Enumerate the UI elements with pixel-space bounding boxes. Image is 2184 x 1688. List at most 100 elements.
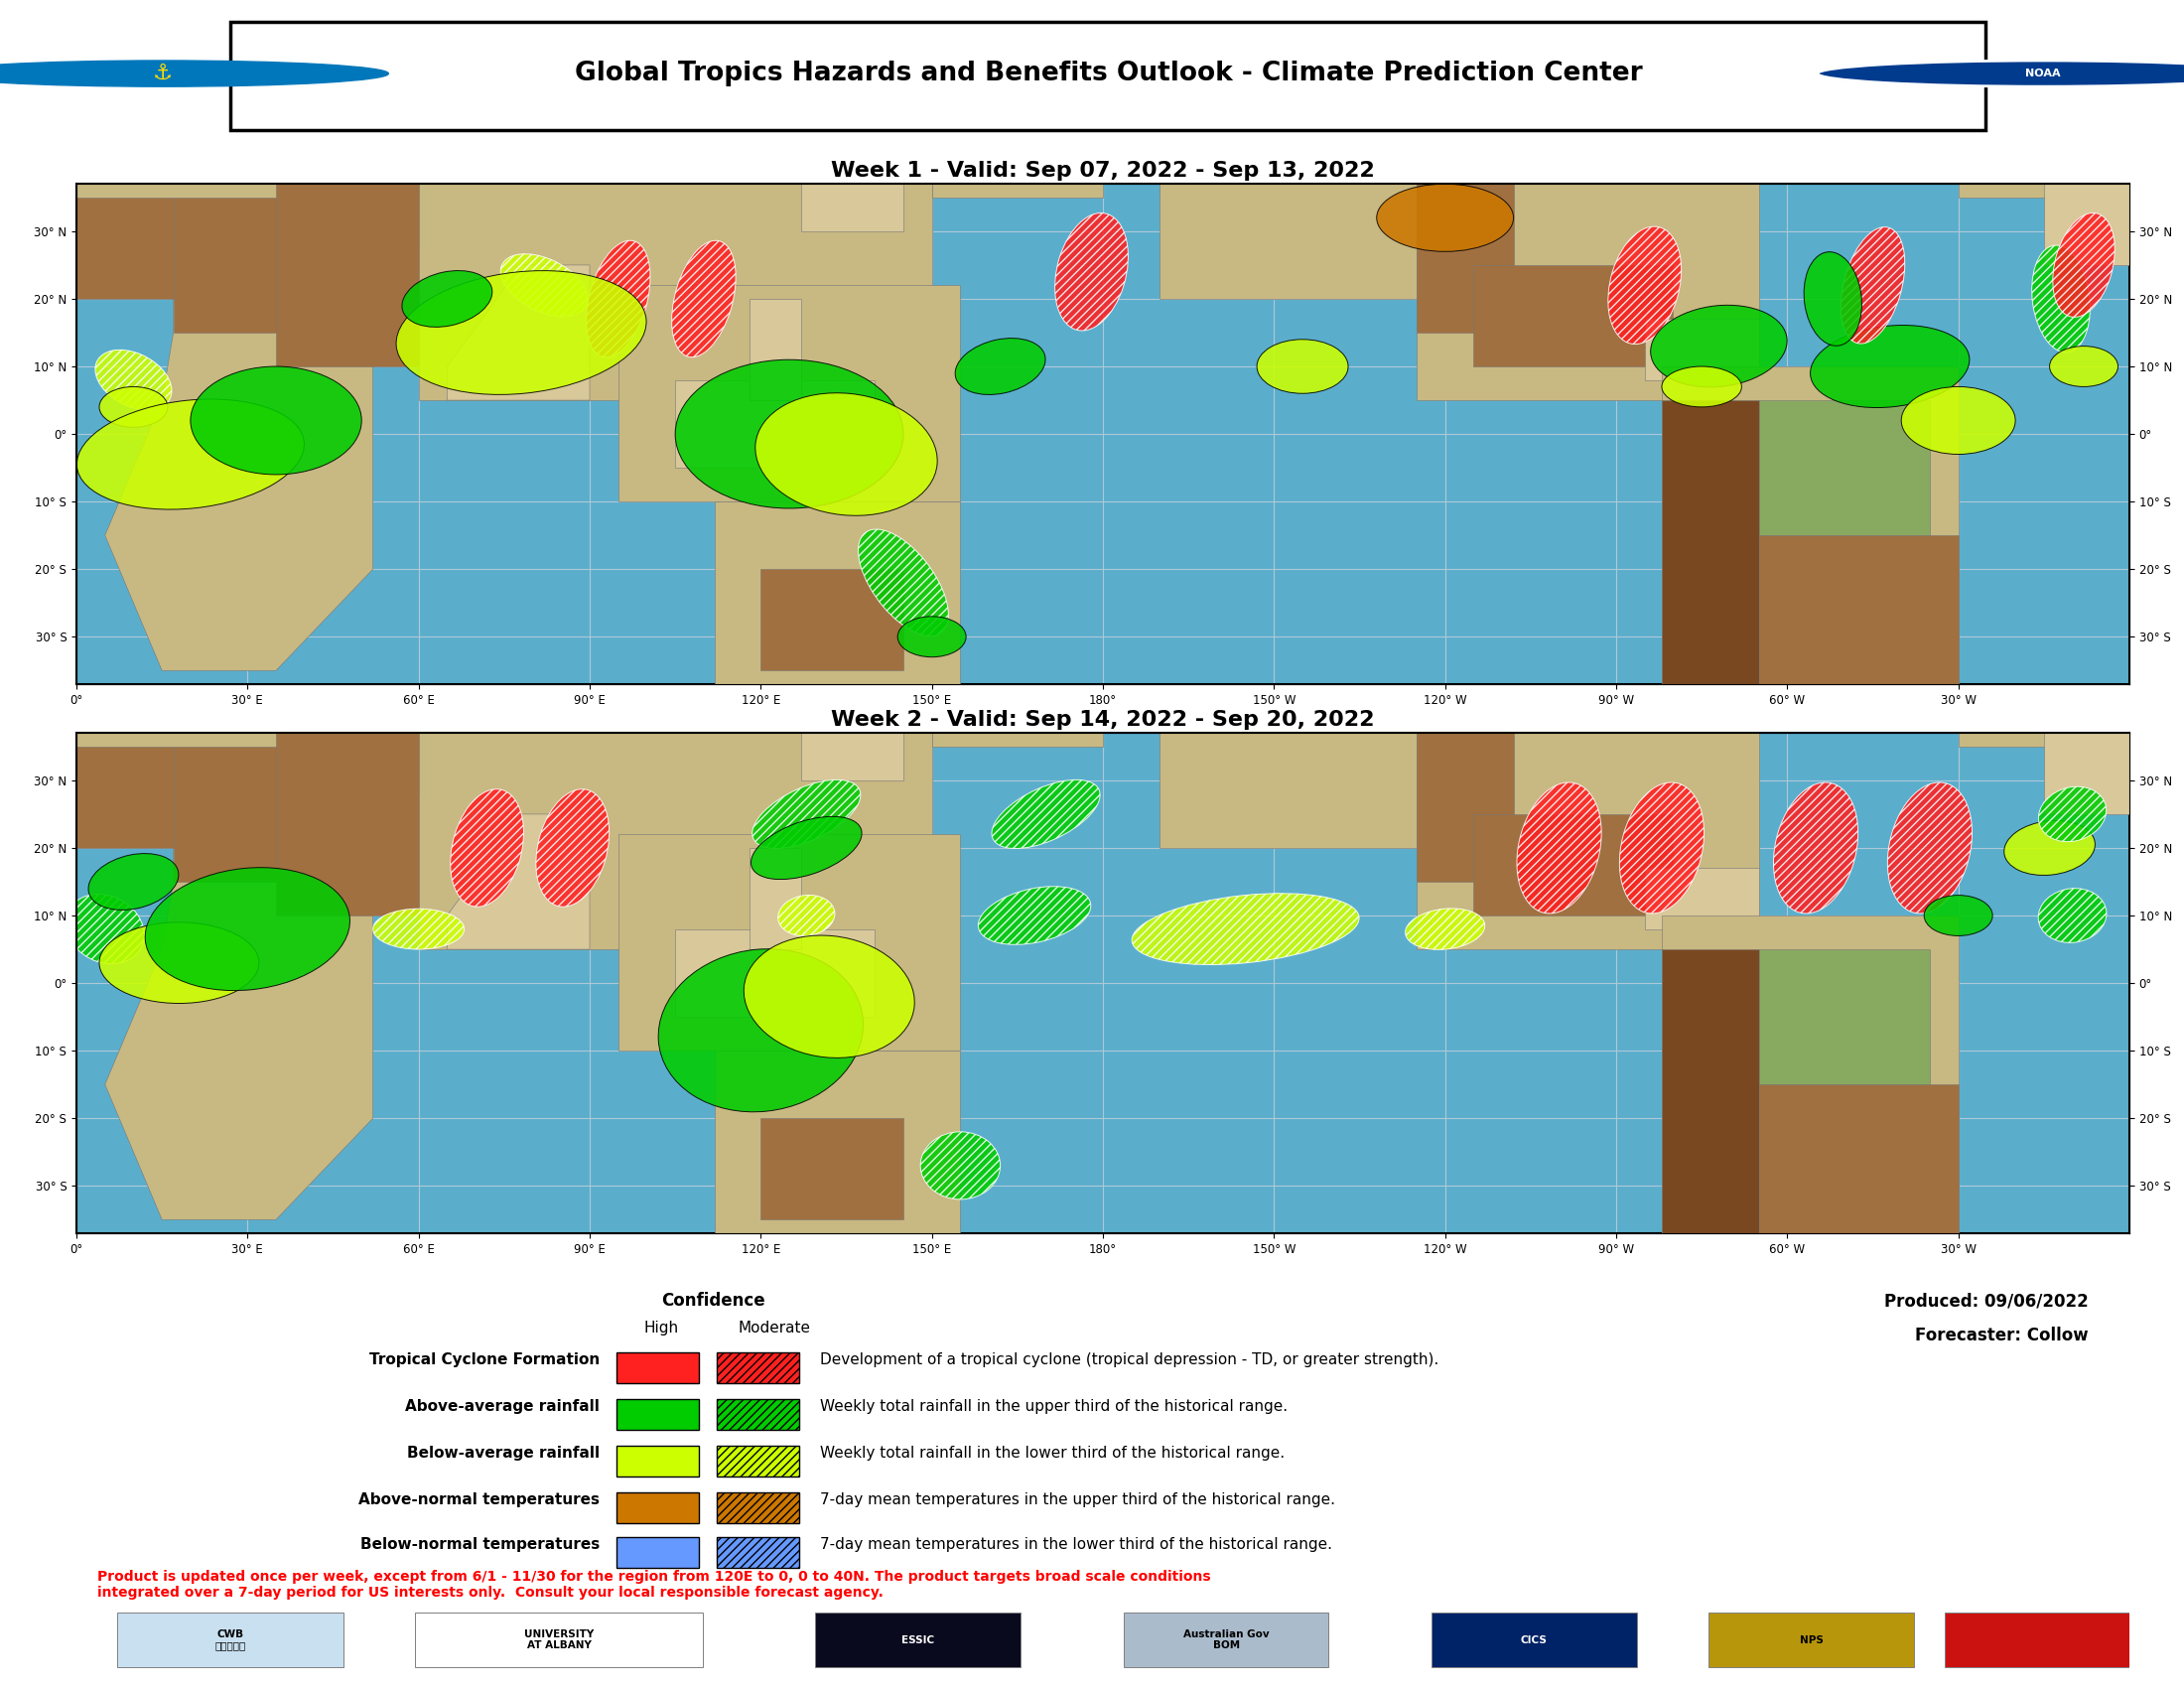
- Polygon shape: [1758, 1084, 1959, 1234]
- Text: Weekly total rainfall in the lower third of the historical range.: Weekly total rainfall in the lower third…: [819, 1445, 1284, 1460]
- Polygon shape: [275, 184, 448, 366]
- FancyBboxPatch shape: [1944, 1612, 2129, 1668]
- Ellipse shape: [2031, 245, 2090, 353]
- Polygon shape: [714, 501, 961, 684]
- Polygon shape: [1645, 868, 1758, 928]
- Polygon shape: [1474, 265, 1673, 366]
- Ellipse shape: [76, 398, 304, 510]
- Ellipse shape: [1131, 893, 1358, 966]
- Circle shape: [1817, 61, 2184, 86]
- Ellipse shape: [2049, 346, 2118, 387]
- Ellipse shape: [96, 349, 173, 410]
- Polygon shape: [1662, 366, 1959, 684]
- Text: ESSIC: ESSIC: [902, 1636, 935, 1646]
- Text: Development of a tropical cyclone (tropical depression - TD, or greater strength: Development of a tropical cyclone (tropi…: [819, 1352, 1439, 1367]
- Text: Moderate: Moderate: [738, 1322, 810, 1335]
- Ellipse shape: [395, 270, 646, 395]
- FancyBboxPatch shape: [415, 1612, 703, 1668]
- Text: Global Tropics Hazards and Benefits Outlook - Climate Prediction Center: Global Tropics Hazards and Benefits Outl…: [574, 61, 1642, 86]
- Text: Tropical Cyclone Formation: Tropical Cyclone Formation: [369, 1352, 601, 1367]
- FancyBboxPatch shape: [1431, 1612, 1636, 1668]
- Text: Confidence: Confidence: [662, 1291, 764, 1310]
- Polygon shape: [1662, 915, 1959, 1234]
- Title: Week 2 - Valid: Sep 14, 2022 - Sep 20, 2022: Week 2 - Valid: Sep 14, 2022 - Sep 20, 2…: [832, 711, 1374, 731]
- Polygon shape: [1758, 400, 1931, 535]
- Polygon shape: [2044, 184, 2129, 265]
- Ellipse shape: [1518, 783, 1601, 913]
- Ellipse shape: [2038, 787, 2105, 842]
- Circle shape: [0, 61, 389, 86]
- Polygon shape: [802, 184, 904, 231]
- Ellipse shape: [756, 393, 937, 515]
- Polygon shape: [76, 184, 304, 197]
- Ellipse shape: [751, 817, 863, 879]
- Polygon shape: [448, 265, 590, 400]
- Polygon shape: [448, 814, 590, 949]
- Text: Product is updated once per week, except from 6/1 - 11/30 for the region from 12: Product is updated once per week, except…: [96, 1570, 1210, 1600]
- Polygon shape: [275, 733, 448, 915]
- Polygon shape: [1160, 733, 1389, 746]
- Ellipse shape: [858, 530, 948, 636]
- FancyBboxPatch shape: [716, 1445, 799, 1477]
- Ellipse shape: [751, 780, 860, 849]
- Ellipse shape: [954, 338, 1046, 395]
- Polygon shape: [1758, 535, 1959, 684]
- Ellipse shape: [2053, 213, 2114, 317]
- Ellipse shape: [778, 895, 834, 935]
- Text: Weekly total rainfall in the upper third of the historical range.: Weekly total rainfall in the upper third…: [819, 1399, 1286, 1415]
- FancyBboxPatch shape: [118, 1612, 343, 1668]
- FancyBboxPatch shape: [716, 1536, 799, 1568]
- Ellipse shape: [87, 854, 179, 910]
- Text: Produced: 09/06/2022: Produced: 09/06/2022: [1885, 1291, 2088, 1310]
- Polygon shape: [419, 733, 703, 793]
- Polygon shape: [933, 184, 1103, 197]
- Ellipse shape: [1811, 326, 1970, 407]
- Polygon shape: [1645, 319, 1758, 380]
- Title: Week 1 - Valid: Sep 07, 2022 - Sep 13, 2022: Week 1 - Valid: Sep 07, 2022 - Sep 13, 2…: [832, 160, 1374, 181]
- Polygon shape: [802, 733, 904, 780]
- Ellipse shape: [1804, 252, 1861, 346]
- Ellipse shape: [992, 780, 1101, 849]
- Polygon shape: [1417, 184, 1514, 333]
- Ellipse shape: [1055, 213, 1129, 331]
- FancyBboxPatch shape: [815, 1612, 1020, 1668]
- Polygon shape: [618, 834, 961, 1050]
- Text: 7-day mean temperatures in the upper third of the historical range.: 7-day mean temperatures in the upper thi…: [819, 1492, 1334, 1507]
- Ellipse shape: [1607, 226, 1682, 344]
- Ellipse shape: [585, 240, 651, 358]
- FancyBboxPatch shape: [232, 22, 1985, 130]
- Ellipse shape: [1924, 895, 1992, 935]
- Polygon shape: [749, 299, 802, 400]
- Text: Below-average rainfall: Below-average rainfall: [406, 1445, 601, 1460]
- Polygon shape: [419, 184, 703, 245]
- Text: Forecaster: Collow: Forecaster: Collow: [1915, 1327, 2088, 1345]
- Text: ⚓: ⚓: [153, 64, 173, 83]
- Polygon shape: [1959, 184, 2129, 197]
- FancyBboxPatch shape: [716, 1352, 799, 1382]
- Polygon shape: [76, 733, 173, 847]
- Polygon shape: [76, 733, 373, 1220]
- Polygon shape: [1160, 733, 1446, 847]
- Text: Above-average rainfall: Above-average rainfall: [406, 1399, 601, 1415]
- Polygon shape: [76, 184, 173, 299]
- Text: High: High: [644, 1322, 679, 1335]
- Ellipse shape: [535, 788, 609, 906]
- Polygon shape: [76, 733, 304, 746]
- Ellipse shape: [1773, 783, 1859, 913]
- Ellipse shape: [1887, 783, 1972, 913]
- Text: UNIVERSITY
AT ALBANY: UNIVERSITY AT ALBANY: [524, 1629, 594, 1651]
- Polygon shape: [1758, 949, 1931, 1084]
- Ellipse shape: [898, 616, 965, 657]
- Ellipse shape: [450, 788, 524, 906]
- Polygon shape: [419, 184, 933, 400]
- Ellipse shape: [190, 366, 363, 474]
- Ellipse shape: [402, 270, 491, 327]
- Ellipse shape: [1902, 387, 2016, 454]
- Text: Below-normal temperatures: Below-normal temperatures: [360, 1536, 601, 1551]
- FancyBboxPatch shape: [1123, 1612, 1328, 1668]
- Ellipse shape: [500, 253, 587, 317]
- Polygon shape: [1417, 733, 1514, 881]
- Polygon shape: [419, 733, 933, 949]
- Ellipse shape: [675, 360, 904, 508]
- Polygon shape: [760, 1117, 904, 1220]
